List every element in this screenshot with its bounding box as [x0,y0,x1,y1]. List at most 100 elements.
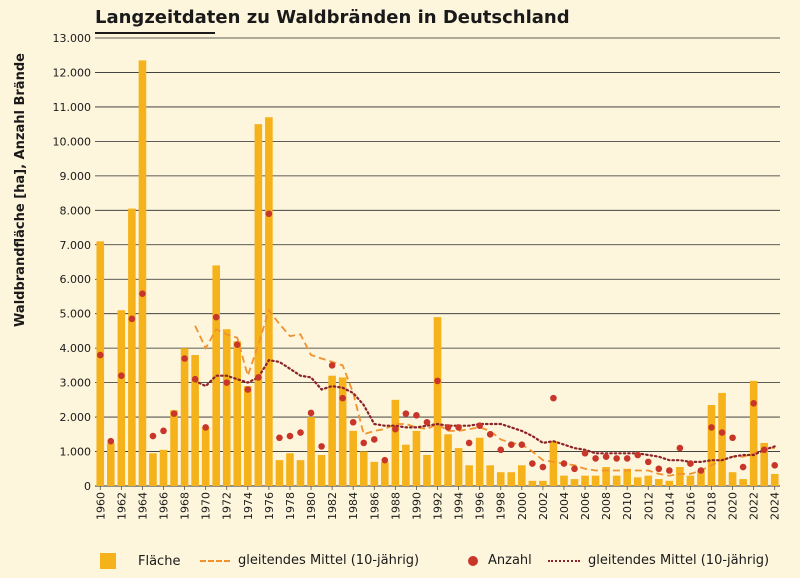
bar [665,480,674,486]
bar [518,465,526,486]
legend-label-area-mean: gleitendes Mittel (10-jährig) [238,553,420,568]
x-tick-label: 1976 [263,492,276,520]
bar [201,427,210,486]
count-point [265,210,273,218]
points [96,210,779,474]
legend-item-area: Fläche [100,553,180,569]
y-tick-label: 11.000 [53,101,92,114]
x-tick-label: 2022 [748,492,761,520]
count-point [571,465,578,473]
count-point [729,434,736,442]
legend-swatch-dotted [548,559,580,562]
count-point [286,432,294,440]
title-underline [95,32,215,34]
bar [328,375,336,486]
count-point [402,410,410,417]
count-point [708,424,715,431]
count-point [697,467,705,474]
bar [254,124,263,487]
bar [128,208,136,487]
bar [117,310,126,486]
bar [96,241,105,486]
x-tick-label: 1960 [94,492,107,520]
count-point [118,372,125,380]
y-tick-label: 12.000 [53,66,92,79]
count-point [276,434,283,442]
bar [739,479,747,486]
legend-swatch-bar [100,553,116,569]
x-tick-label: 1992 [432,492,445,520]
count-point [507,441,515,448]
bar [159,449,168,486]
bar [317,454,326,486]
count-point [550,394,557,402]
bar [391,399,400,486]
count-point [518,441,526,448]
legend-item-count: Anzahl [468,553,532,568]
bar [770,473,779,486]
count-point [339,394,346,402]
x-tick-label: 1988 [389,492,402,520]
x-tick-label: 2012 [642,492,655,520]
bar [581,475,589,486]
count-point [244,386,252,393]
count-point [497,446,505,454]
y-tick-label: 2.000 [60,411,92,424]
x-tick-label: 1962 [115,492,128,520]
bar [296,460,305,486]
x-tick-label: 2018 [706,492,719,520]
count-point [634,451,642,459]
x-tick-label: 1972 [221,492,234,520]
bar [749,380,758,486]
x-tick-label: 2000 [516,492,529,520]
bar [475,437,484,486]
bar [191,355,199,486]
x-tick-label: 2006 [579,492,592,520]
y-tick-label: 1.000 [60,446,92,459]
bar [275,460,284,486]
bar [412,430,421,486]
bar [486,465,494,486]
count-point [297,429,304,436]
count-point [212,313,220,321]
x-tick-label: 2004 [558,492,571,520]
count-point [687,460,694,467]
bar [507,472,516,486]
count-point [170,410,178,417]
bar [444,434,452,486]
x-tick-label: 1990 [410,492,423,520]
bar [307,417,315,486]
x-tick-label: 2008 [600,492,613,520]
legend: Fläche gleitendes Mittel (10-jährig) Anz… [0,551,800,575]
bar [528,480,537,486]
bar [433,317,442,486]
x-tick-label: 2002 [537,492,550,520]
bar [180,348,189,486]
bar [623,468,631,486]
count-point [455,424,462,431]
y-tick-label: 3.000 [60,377,92,390]
bar [549,441,558,486]
x-tick-label: 1998 [495,492,508,520]
bar [465,465,473,486]
bar [728,472,737,486]
count-point [444,424,452,431]
y-tick-label: 8.000 [60,204,92,217]
y-tick-label: 7.000 [60,239,92,252]
x-tick-label: 2024 [769,492,782,520]
count-point [223,379,231,386]
bar [707,405,716,486]
bars [96,60,779,487]
moving-average-area-line [194,308,775,477]
bar [107,442,115,486]
count-point [434,377,441,385]
bar [676,467,684,486]
count-point [381,456,389,464]
bar [349,430,357,486]
x-tick-label: 2014 [663,492,676,520]
count-point [760,446,768,454]
count-point [476,422,483,429]
bar [149,453,157,486]
legend-item-count-mean: gleitendes Mittel (10-jährig) [548,553,769,568]
moving-average-count-line [194,358,776,463]
